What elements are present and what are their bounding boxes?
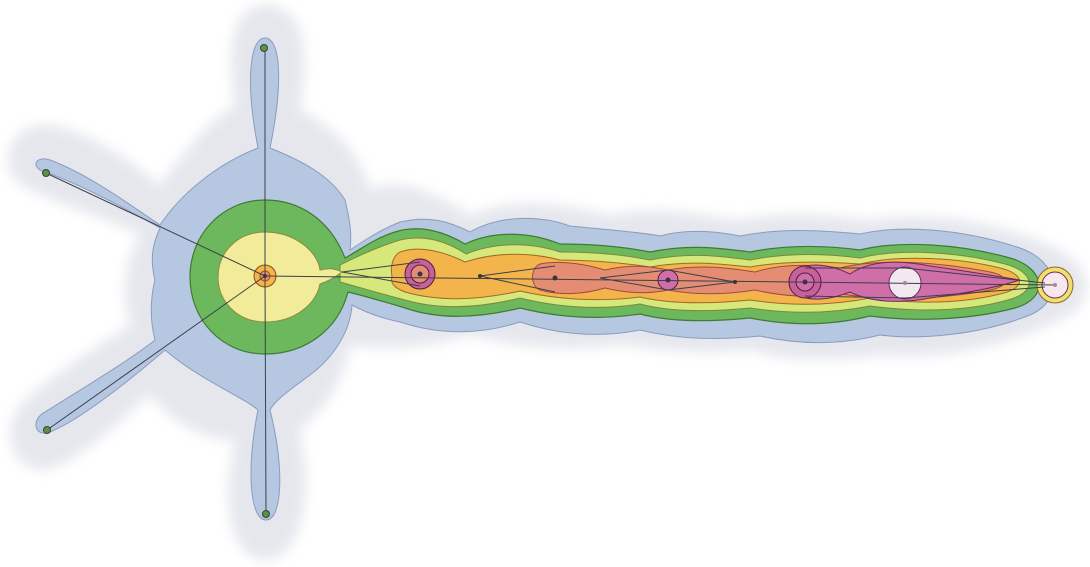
skeleton-taper-3b: [599, 277, 669, 291]
dendrite-tip-upper-left: [42, 169, 50, 177]
soma-yellow-region: [217, 231, 343, 323]
skeleton-taper-1b: [341, 271, 421, 287]
skeleton-node-3: [552, 275, 558, 281]
skeleton-lines: [45, 48, 1056, 515]
skeleton-taper-2a: [479, 265, 556, 277]
skeleton-node-2: [478, 274, 482, 278]
dendrite-tip-top: [260, 44, 268, 52]
skeleton-node-6: [802, 279, 808, 285]
skeleton-node-5: [733, 280, 737, 284]
skeleton-dendrite-bottom: [264, 275, 267, 515]
skeleton-taper-2b: [479, 275, 556, 293]
dendrite-tip-lower-left: [43, 426, 51, 434]
soma-yellow-shape: [217, 231, 343, 323]
skeleton-dendrite-upper-left: [45, 172, 266, 277]
skeleton-taper-1a: [341, 261, 421, 273]
skeleton-node-1: [417, 271, 423, 277]
skeleton-taper-6a: [904, 267, 1046, 284]
skeleton-taper-4a: [667, 269, 736, 283]
skeleton-node-4: [665, 277, 671, 283]
dendrite-tips: [42, 44, 270, 518]
dendrite-tip-bottom: [262, 510, 270, 518]
skeleton-node-soma: [263, 274, 267, 278]
skeleton-axon: [264, 275, 1056, 286]
skeleton-node-8: [1053, 283, 1057, 287]
skeleton-node-7: [903, 281, 907, 285]
skeleton-dendrite-lower-left: [46, 275, 266, 431]
skeleton-taper-6b: [904, 286, 1046, 299]
skeleton-nodes: [263, 271, 1057, 287]
skeleton-taper-3a: [599, 269, 669, 279]
skeleton-taper-4b: [667, 281, 736, 291]
skeleton-taper-5b: [804, 295, 906, 299]
